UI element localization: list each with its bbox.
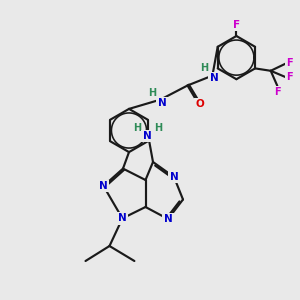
Text: H: H bbox=[154, 123, 162, 134]
Text: F: F bbox=[274, 87, 281, 98]
Text: F: F bbox=[233, 20, 240, 30]
Text: N: N bbox=[118, 213, 127, 224]
Text: N: N bbox=[209, 73, 218, 83]
Text: F: F bbox=[286, 58, 293, 68]
Text: N: N bbox=[99, 181, 108, 191]
Text: N: N bbox=[142, 131, 152, 141]
Text: N: N bbox=[164, 214, 172, 224]
Text: H: H bbox=[133, 123, 141, 134]
Text: H: H bbox=[148, 88, 156, 98]
Text: N: N bbox=[169, 172, 178, 182]
Text: O: O bbox=[196, 99, 205, 109]
Text: N: N bbox=[158, 98, 166, 108]
Text: F: F bbox=[286, 72, 293, 82]
Text: H: H bbox=[200, 63, 208, 73]
